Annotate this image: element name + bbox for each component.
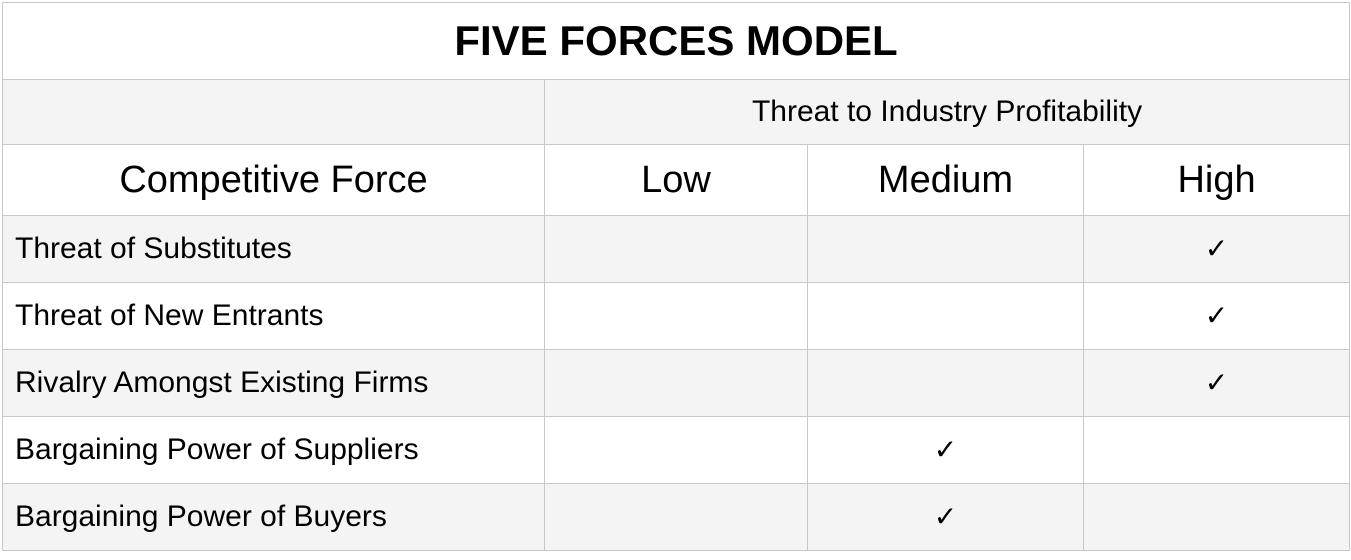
group-header-label: Threat to Industry Profitability: [543, 79, 1351, 145]
five-forces-table: FIVE FORCES MODEL Threat to Industry Pro…: [1, 2, 1351, 551]
level-cell-medium: ✓: [807, 483, 1084, 551]
level-cell-high: [1082, 416, 1351, 484]
group-header-spacer: [2, 79, 545, 145]
table-body: FIVE FORCES MODEL Threat to Industry Pro…: [1, 2, 1351, 216]
checkmark-icon: ✓: [1204, 299, 1229, 332]
checkmark-icon: ✓: [933, 500, 958, 533]
title-row: FIVE FORCES MODEL: [1, 2, 1351, 80]
table-row: Bargaining Power of Suppliers ✓: [2, 416, 1351, 484]
force-name-cell: Threat of New Entrants: [2, 282, 545, 350]
table-row: Threat of Substitutes ✓: [2, 215, 1351, 283]
column-header-row: Competitive Force Low Medium High: [2, 144, 1351, 216]
level-cell-low: [544, 215, 808, 283]
table-title: FIVE FORCES MODEL: [1, 2, 1351, 80]
force-name-cell: Rivalry Amongst Existing Firms: [2, 349, 545, 417]
level-cell-high: ✓: [1082, 349, 1351, 417]
level-cell-low: [544, 349, 808, 417]
table-row: Threat of New Entrants ✓: [2, 282, 1351, 350]
level-cell-medium: ✓: [807, 416, 1084, 484]
column-header-high: High: [1082, 144, 1351, 216]
table-row: Bargaining Power of Buyers ✓: [2, 483, 1351, 551]
level-cell-medium: [807, 282, 1084, 350]
checkmark-icon: ✓: [1204, 366, 1229, 399]
column-header-medium: Medium: [807, 144, 1084, 216]
group-header-row: Threat to Industry Profitability: [2, 79, 1351, 145]
level-cell-high: ✓: [1082, 282, 1351, 350]
level-cell-medium: [807, 215, 1084, 283]
level-cell-high: [1082, 483, 1351, 551]
force-name-cell: Bargaining Power of Suppliers: [2, 416, 545, 484]
checkmark-icon: ✓: [933, 433, 958, 466]
level-cell-high: ✓: [1082, 215, 1351, 283]
level-cell-low: [544, 483, 808, 551]
level-cell-low: [544, 416, 808, 484]
force-rows: Threat of Substitutes ✓ Threat of New Entr…: [2, 215, 1351, 551]
force-name-cell: Bargaining Power of Buyers: [2, 483, 545, 551]
column-header-low: Low: [544, 144, 808, 216]
level-cell-low: [544, 282, 808, 350]
force-name-cell: Threat of Substitutes: [2, 215, 545, 283]
table-row: Rivalry Amongst Existing Firms ✓: [2, 349, 1351, 417]
column-header-force: Competitive Force: [2, 144, 545, 216]
level-cell-medium: [807, 349, 1084, 417]
checkmark-icon: ✓: [1204, 232, 1229, 265]
